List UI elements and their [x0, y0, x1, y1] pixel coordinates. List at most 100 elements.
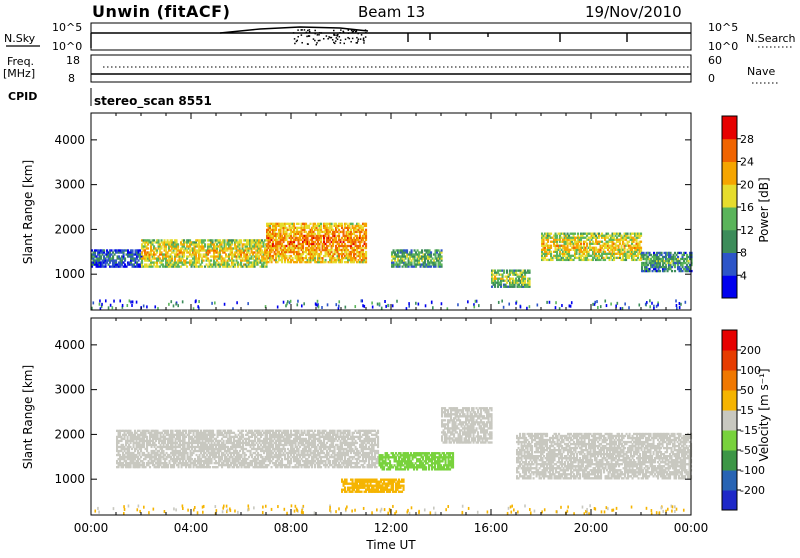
- echo-cell: [403, 259, 405, 261]
- echo-cell: [224, 303, 226, 306]
- echo-cell: [555, 306, 557, 309]
- echo-cell: [239, 243, 241, 245]
- echo-cell: [320, 241, 322, 243]
- nsky-dot: [301, 42, 303, 44]
- echo-cell: [298, 223, 300, 225]
- echo-cell: [184, 454, 186, 456]
- echo-cell: [221, 243, 223, 245]
- echo-cell: [251, 243, 253, 245]
- echo-cell: [571, 241, 573, 243]
- echo-cell: [182, 247, 184, 249]
- echo-cell: [555, 301, 557, 304]
- colorbar-cell: [722, 230, 737, 253]
- echo-cell: [209, 247, 211, 249]
- echo-cell: [320, 237, 322, 239]
- echo-cell: [640, 259, 642, 261]
- echo-cell: [128, 450, 130, 452]
- echo-cell: [497, 286, 499, 288]
- echo-cell: [520, 305, 522, 308]
- echo-cell: [179, 436, 181, 438]
- echo-cell: [272, 237, 274, 239]
- echo-cell: [640, 235, 642, 237]
- echo-cell: [293, 223, 295, 225]
- echo-cell: [132, 249, 134, 251]
- echo-cell: [160, 464, 162, 466]
- echo-cell: [199, 440, 201, 442]
- echo-cell: [583, 245, 585, 247]
- echo-cell: [343, 233, 345, 235]
- echo-cell: [337, 241, 339, 243]
- nsky-tick-top: 10^5: [52, 21, 82, 34]
- echo-cell: [600, 251, 602, 253]
- echo-cell: [494, 284, 496, 286]
- echo-cell: [165, 247, 167, 249]
- echo-cell: [592, 259, 594, 261]
- echo-cell: [505, 280, 507, 282]
- echo-cell: [625, 239, 627, 241]
- echo-cell: [256, 442, 258, 444]
- echo-cell: [198, 261, 200, 263]
- echo-cell: [627, 243, 629, 245]
- echo-cell: [361, 225, 363, 227]
- echo-cell: [256, 450, 258, 452]
- echo-cell: [529, 286, 531, 288]
- colorbar-cell: [722, 253, 737, 276]
- nsky-dot: [343, 32, 345, 33]
- nsky-dot: [314, 30, 316, 32]
- nsky-dot: [321, 32, 323, 34]
- echo-cell: [337, 231, 339, 233]
- echo-cell: [640, 233, 642, 235]
- nsky-dot: [356, 37, 358, 39]
- echo-cell: [197, 430, 199, 432]
- echo-cell: [130, 446, 132, 448]
- echo-cell: [567, 241, 569, 243]
- echo-cell: [221, 458, 223, 460]
- echo-cell: [338, 257, 340, 259]
- echo-cell: [185, 432, 187, 434]
- echo-cell: [188, 434, 190, 436]
- echo-cell: [158, 241, 160, 243]
- echo-cell: [250, 452, 252, 454]
- echo-cell: [325, 243, 327, 245]
- echo-cell: [200, 452, 202, 454]
- echo-cell: [170, 456, 172, 458]
- echo-cell: [352, 225, 354, 227]
- echo-cell: [365, 255, 367, 257]
- echo-cell: [236, 436, 238, 438]
- echo-cell: [283, 241, 285, 243]
- echo-cell: [585, 237, 587, 239]
- echo-cell: [185, 450, 187, 452]
- echo-cell: [573, 245, 575, 247]
- echo-cell: [218, 454, 220, 456]
- echo-cell: [680, 303, 682, 306]
- echo-cell: [298, 245, 300, 247]
- echo-cell: [361, 231, 363, 233]
- echo-cell: [328, 233, 330, 235]
- echo-cell: [331, 249, 333, 251]
- echo-cell: [607, 237, 609, 239]
- echo-cell: [524, 282, 526, 284]
- echo-cell: [178, 466, 180, 468]
- echo-cell: [577, 243, 579, 245]
- echo-cell: [661, 252, 663, 254]
- echo-cell: [427, 259, 429, 261]
- echo-cell: [156, 249, 158, 251]
- echo-cell: [497, 271, 499, 273]
- echo-cell: [341, 243, 343, 245]
- echo-cell: [653, 252, 655, 254]
- nsky-dot: [363, 37, 365, 39]
- echo-cell: [223, 442, 225, 444]
- echo-cell: [505, 284, 507, 286]
- echo-cell: [272, 249, 274, 251]
- echo-cell: [242, 450, 244, 452]
- echo-cell: [182, 257, 184, 259]
- echo-cell: [277, 239, 279, 241]
- echo-cell: [555, 247, 557, 249]
- echo-cell: [173, 251, 175, 253]
- echo-cell: [154, 464, 156, 466]
- echo-cell: [140, 450, 142, 452]
- echo-cell: [402, 257, 404, 259]
- echo-cell: [286, 245, 288, 247]
